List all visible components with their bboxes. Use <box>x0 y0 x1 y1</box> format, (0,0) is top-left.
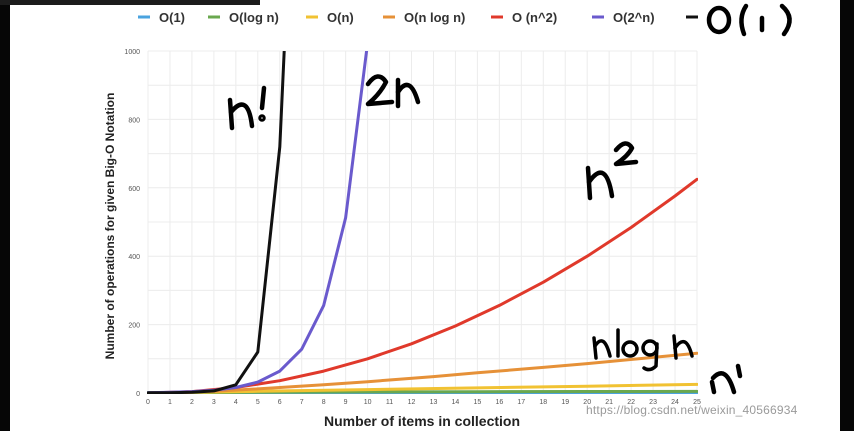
x-tick-label: 4 <box>234 399 238 406</box>
x-tick-label: 17 <box>517 399 525 406</box>
annotation-n-squared <box>585 141 639 201</box>
legend-label: O (n^2) <box>512 10 557 25</box>
x-tick-label: 20 <box>583 399 591 406</box>
x-tick-label: 22 <box>627 399 635 406</box>
x-tick-label: 19 <box>561 399 569 406</box>
x-tick-label: 8 <box>322 399 326 406</box>
series-line-o-n <box>147 382 698 394</box>
annotation-n <box>709 363 743 395</box>
screen-edge-right <box>840 0 854 431</box>
legend-label: O(n log n) <box>404 10 465 25</box>
x-tick-label: 5 <box>256 399 260 406</box>
series-line-factorial <box>147 51 286 394</box>
x-tick-label: 9 <box>344 399 348 406</box>
y-axis-label: Number of operations for given Big-O Not… <box>103 93 117 360</box>
x-tick-label: 13 <box>430 399 438 406</box>
x-tick-label: 10 <box>364 399 372 406</box>
cropped-header-strip <box>0 0 260 5</box>
x-tick-label: 7 <box>300 399 304 406</box>
y-tick-label: 200 <box>128 323 140 330</box>
chart-legend: O(1) O(log n) O(n) O(n log n) O (n^2) O(2^n) <box>138 10 698 25</box>
x-tick-label: 23 <box>649 399 657 406</box>
annotation-n-factorial <box>227 85 267 131</box>
x-tick-label: 25 <box>693 399 701 406</box>
y-tick-label: 400 <box>128 254 140 261</box>
screen-edge-left <box>0 0 10 431</box>
x-axis-label: Number of items in collection <box>324 413 520 429</box>
legend-label: O(log n) <box>229 10 279 25</box>
legend-label: O(n) <box>327 10 354 25</box>
x-tick-label: 3 <box>212 399 216 406</box>
x-tick-labels: 0 1 2 3 4 5 6 7 8 9 10 11 12 13 14 15 16 17 18 19 20 21 22 23 24… <box>146 399 701 406</box>
legend-label: O(1) <box>159 10 185 25</box>
y-tick-label: 0 <box>136 391 140 398</box>
x-tick-label: 12 <box>408 399 416 406</box>
annotation-o1-legend <box>706 3 792 37</box>
legend-label: O(2^n) <box>613 10 655 25</box>
x-tick-label: 14 <box>452 399 460 406</box>
x-tick-label: 18 <box>539 399 547 406</box>
y-tick-label: 600 <box>128 186 140 193</box>
series-line-o-n-log-n <box>168 351 698 394</box>
x-tick-label: 1 <box>168 399 172 406</box>
y-tick-labels: 0 200 400 600 800 1000 <box>124 49 140 398</box>
x-tick-label: 11 <box>386 399 393 406</box>
x-tick-label: 24 <box>671 399 679 406</box>
annotation-nlogn <box>592 328 694 372</box>
y-tick-label: 1000 <box>124 49 140 56</box>
annotation-2n <box>365 74 421 109</box>
x-tick-label: 16 <box>495 399 503 406</box>
chart-series <box>147 51 698 394</box>
x-tick-label: 0 <box>146 399 150 406</box>
watermark: https://blog.csdn.net/weixin_40566934 <box>586 403 798 417</box>
x-tick-label: 21 <box>605 399 613 406</box>
x-tick-label: 15 <box>474 399 482 406</box>
x-tick-label: 2 <box>190 399 194 406</box>
x-tick-label: 6 <box>278 399 282 406</box>
y-tick-label: 800 <box>128 117 140 124</box>
handwritten-annotations <box>227 3 792 395</box>
